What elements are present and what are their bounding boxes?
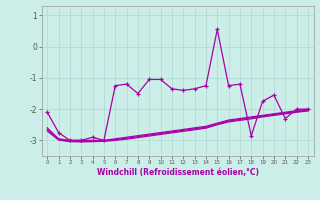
X-axis label: Windchill (Refroidissement éolien,°C): Windchill (Refroidissement éolien,°C) bbox=[97, 168, 259, 177]
